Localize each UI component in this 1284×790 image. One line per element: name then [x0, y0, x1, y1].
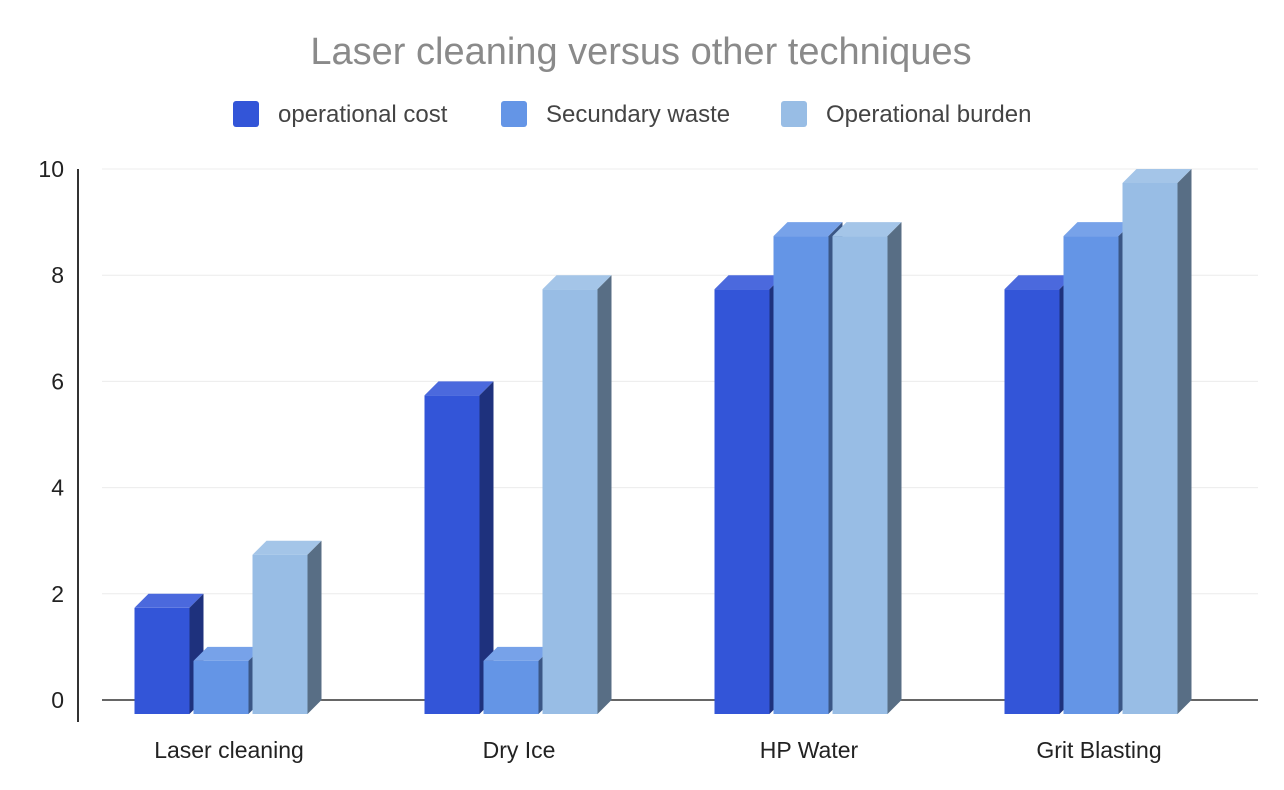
bar-top — [714, 275, 784, 290]
bar — [193, 646, 263, 714]
bar-front — [542, 289, 598, 714]
bar — [134, 593, 204, 714]
bar-front — [252, 554, 308, 714]
bar-front — [134, 607, 190, 714]
bar-front — [483, 660, 539, 714]
bar — [773, 222, 843, 714]
bar — [832, 222, 902, 714]
bar-front — [1063, 236, 1119, 714]
legend-label: operational cost — [278, 101, 448, 128]
bar-top — [542, 275, 612, 290]
y-tick-label: 0 — [51, 687, 64, 713]
bar-top — [832, 222, 902, 237]
x-tick-label: Dry Ice — [483, 737, 556, 763]
bar — [542, 275, 612, 714]
bar — [1004, 275, 1074, 714]
legend-item: operational cost — [233, 101, 448, 128]
legend-swatch — [501, 101, 527, 127]
bar-top — [1122, 169, 1192, 183]
bar-top — [193, 646, 263, 661]
chart-title: Laser cleaning versus other techniques — [310, 31, 971, 73]
bar-top — [1063, 222, 1133, 237]
y-tick-label: 6 — [51, 368, 64, 394]
bar-side — [1177, 169, 1192, 714]
bar — [252, 540, 322, 714]
y-tick-label: 2 — [51, 581, 64, 607]
bar — [483, 646, 553, 714]
legend-label: Operational burden — [826, 101, 1031, 128]
x-tick-label: Laser cleaning — [154, 737, 304, 763]
bar-top — [134, 593, 204, 608]
bar-top — [1004, 275, 1074, 290]
x-tick-label: Grit Blasting — [1036, 737, 1161, 763]
legend-swatch — [233, 101, 259, 127]
y-tick-label: 4 — [51, 475, 64, 501]
bar — [714, 275, 784, 714]
legend-label: Secundary waste — [546, 101, 730, 128]
y-tick-label: 8 — [51, 262, 64, 288]
legend-item: Secundary waste — [501, 101, 730, 128]
x-axis: Laser cleaning Dry Ice HP Water Grit Blasti… — [154, 737, 1161, 763]
bar-side — [887, 222, 902, 714]
bars — [134, 169, 1192, 714]
bar-top — [424, 381, 494, 396]
x-tick-label: HP Water — [760, 737, 859, 763]
bar-side — [597, 275, 612, 714]
bar-front — [1122, 183, 1178, 714]
legend: operational cost Secundary waste Operation… — [233, 101, 1031, 128]
bar-top — [483, 646, 553, 661]
bar — [424, 381, 494, 714]
bar-top — [773, 222, 843, 237]
bar-front — [1004, 289, 1060, 714]
bar — [1063, 222, 1133, 714]
bar-top — [252, 540, 322, 555]
bar-side — [307, 540, 322, 714]
bar-front — [714, 289, 770, 714]
bar-side — [479, 381, 494, 714]
y-axis: 0 2 4 6 8 10 — [38, 156, 79, 722]
bar-front — [193, 660, 249, 714]
bar-front — [773, 236, 829, 714]
legend-swatch — [781, 101, 807, 127]
bar-front — [832, 236, 888, 714]
bar — [1122, 169, 1192, 714]
y-tick-label: 10 — [38, 156, 64, 182]
bar-front — [424, 395, 480, 714]
legend-item: Operational burden — [781, 101, 1031, 128]
